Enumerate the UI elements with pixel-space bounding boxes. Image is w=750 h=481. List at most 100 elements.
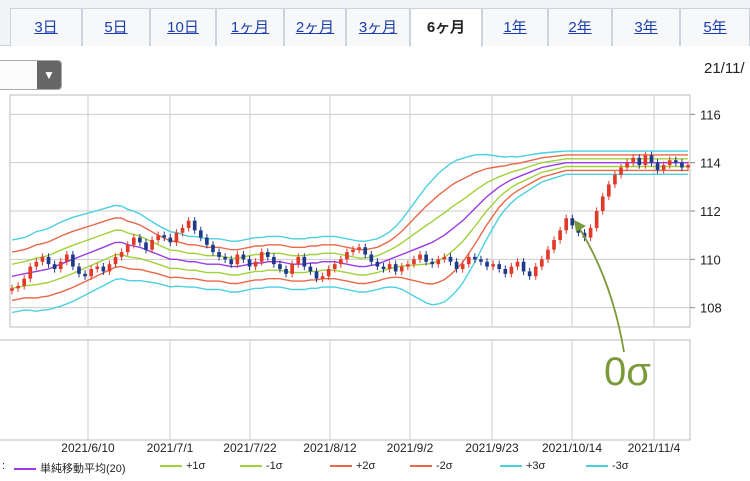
candle-body <box>265 252 270 257</box>
candle-body <box>28 266 33 279</box>
tab-5[interactable]: 3ヶ月 <box>346 8 410 46</box>
candle-body <box>278 264 282 269</box>
x-tick-label: 2021/9/23 <box>465 441 519 455</box>
candle-body <box>436 259 441 265</box>
candle-body <box>466 256 471 265</box>
plus-3-sigma-line <box>11 150 688 242</box>
x-tick-label: 2021/8/12 <box>303 441 357 455</box>
candle-body <box>150 240 154 250</box>
legend-swatch <box>160 465 182 468</box>
candle-body <box>302 256 307 267</box>
candle-body <box>205 237 209 245</box>
minus-3-sigma-line <box>11 173 688 314</box>
candle-body <box>625 162 629 168</box>
y-tick-label: 108 <box>700 301 722 316</box>
candle-body <box>442 256 447 260</box>
candle-body <box>290 264 294 274</box>
legend-item: -2σ <box>410 460 453 472</box>
candle-body <box>217 252 221 257</box>
candle-body <box>22 278 27 286</box>
candle-body <box>10 288 14 291</box>
candle-body <box>570 218 575 226</box>
legend-label: -2σ <box>436 460 453 472</box>
annotation-arrow <box>574 220 625 353</box>
period-tab-bar: 3日 5日 10日 1ヶ月 2ヶ月 3ヶ月 6ヶ月 1年 2年 3年 5年 <box>0 0 750 47</box>
y-axis: 108 110 112 114 116 <box>690 107 722 316</box>
candle-body <box>235 254 240 265</box>
sma-line <box>11 162 688 277</box>
candle-body <box>424 254 428 262</box>
candle-body <box>564 218 569 231</box>
legend-swatch <box>240 465 262 468</box>
candle-body <box>686 165 690 168</box>
candle-body <box>52 264 57 269</box>
x-tick-label: 2021/6/10 <box>61 441 115 455</box>
candle-body <box>77 266 81 274</box>
candle-body <box>387 264 392 269</box>
candle-body <box>198 230 203 238</box>
tab-2[interactable]: 10日 <box>150 8 216 46</box>
legend-label: +3σ <box>526 460 546 472</box>
candle-body <box>211 244 215 253</box>
x-tick-label: 2021/7/1 <box>147 441 194 455</box>
x-axis: 2021/6/10 2021/7/1 2021/7/22 2021/8/12 2021/… <box>61 441 680 455</box>
candle-body <box>241 254 246 260</box>
minus-1-sigma-line <box>11 165 688 289</box>
candle-body <box>58 261 63 269</box>
candle-body <box>259 252 264 262</box>
candle-body <box>460 264 465 269</box>
candle-body <box>667 160 672 166</box>
legend-item: -3σ <box>586 460 629 472</box>
legend-item: +2σ <box>330 460 375 472</box>
tab-9[interactable]: 3年 <box>612 8 680 46</box>
candle-body <box>503 269 508 274</box>
candle-body <box>637 157 642 166</box>
x-tick-label: 2021/10/14 <box>542 441 602 455</box>
tab-6[interactable]: 6ヶ月 <box>410 8 482 47</box>
candle-body <box>406 264 410 267</box>
candle-body <box>46 256 51 265</box>
candle-body <box>326 269 331 277</box>
candle-body <box>473 256 477 260</box>
candle-body <box>375 261 380 267</box>
x-tick-label: 2021/9/2 <box>387 441 434 455</box>
candle-body <box>180 227 185 233</box>
legend-prefix: : <box>2 460 6 472</box>
candle-body <box>174 232 179 243</box>
tab-0[interactable]: 3日 <box>10 8 82 46</box>
tab-7[interactable]: 1年 <box>482 8 548 46</box>
candle-body <box>95 266 100 269</box>
candle-body <box>223 256 227 260</box>
minus-2-sigma-line <box>11 169 688 302</box>
candle-body <box>83 273 87 277</box>
tab-8[interactable]: 2年 <box>548 8 612 46</box>
chevron-down-icon[interactable]: ▼ <box>37 61 61 89</box>
candle-body <box>594 211 599 228</box>
candle-body <box>479 259 483 262</box>
legend-swatch <box>410 465 432 468</box>
candle-body <box>34 261 39 267</box>
candle-body <box>162 235 167 238</box>
candle-body <box>509 266 514 274</box>
candle-body <box>661 165 666 170</box>
candle-body <box>412 259 416 265</box>
tab-4[interactable]: 2ヶ月 <box>284 8 346 46</box>
candle-body <box>430 261 435 265</box>
tab-1[interactable]: 5日 <box>82 8 150 46</box>
candle-body <box>253 261 258 267</box>
chart-type-dropdown[interactable]: ▼ <box>0 60 62 90</box>
plus-1-sigma-line <box>11 158 688 265</box>
tab-10[interactable]: 5年 <box>680 8 750 46</box>
candle-body <box>600 196 605 211</box>
candle-body <box>357 247 361 250</box>
candle-body <box>655 162 660 170</box>
candle-body <box>643 155 648 166</box>
legend-item: 単純移動平均(20) <box>14 460 126 476</box>
candle-body <box>339 259 343 265</box>
candle-body <box>491 264 495 267</box>
chart-legend: : 単純移動平均(20) +1σ -1σ +2σ -2σ +3σ -3σ <box>0 456 750 481</box>
legend-item: -1σ <box>240 460 283 472</box>
tab-3[interactable]: 1ヶ月 <box>216 8 284 46</box>
candle-body <box>119 252 124 257</box>
